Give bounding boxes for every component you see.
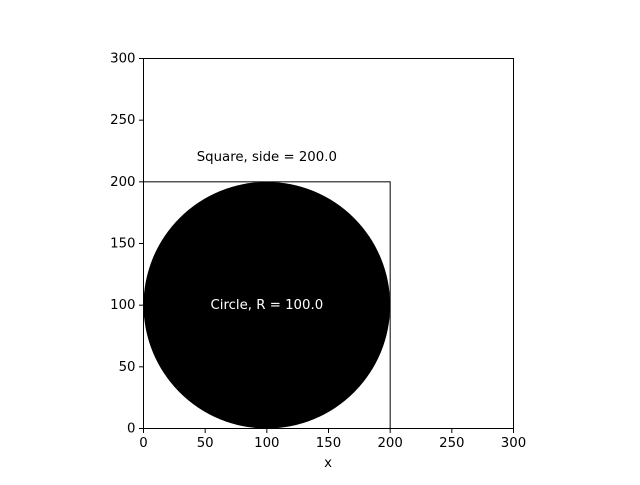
shapes-layer: Square, side = 200.0 Circle, R = 100.0 <box>143 150 391 429</box>
x-axis: 0 50 100 150 200 250 300 <box>139 428 526 451</box>
x-tick-label: 100 <box>254 436 279 451</box>
x-tick-label: 200 <box>377 436 402 451</box>
y-tick-label: 300 <box>110 52 135 67</box>
y-tick-label: 0 <box>127 422 135 437</box>
x-tick-label: 300 <box>501 436 526 451</box>
y-tick-label: 250 <box>110 113 135 128</box>
x-tick-label: 250 <box>439 436 464 451</box>
y-tick-label: 50 <box>119 360 136 375</box>
square-label: Square, side = 200.0 <box>197 150 337 165</box>
x-tick-label: 150 <box>316 436 341 451</box>
circle-shape <box>143 181 391 429</box>
y-tick-label: 150 <box>110 237 135 252</box>
y-tick-label: 100 <box>110 298 135 313</box>
x-axis-label: x <box>324 456 332 471</box>
x-tick-label: 0 <box>139 436 147 451</box>
x-tick-label: 50 <box>197 436 214 451</box>
y-tick-label: 200 <box>110 175 135 190</box>
circle-label: Circle, R = 100.0 <box>210 298 323 313</box>
y-axis: 0 50 100 150 200 250 300 <box>110 52 144 437</box>
